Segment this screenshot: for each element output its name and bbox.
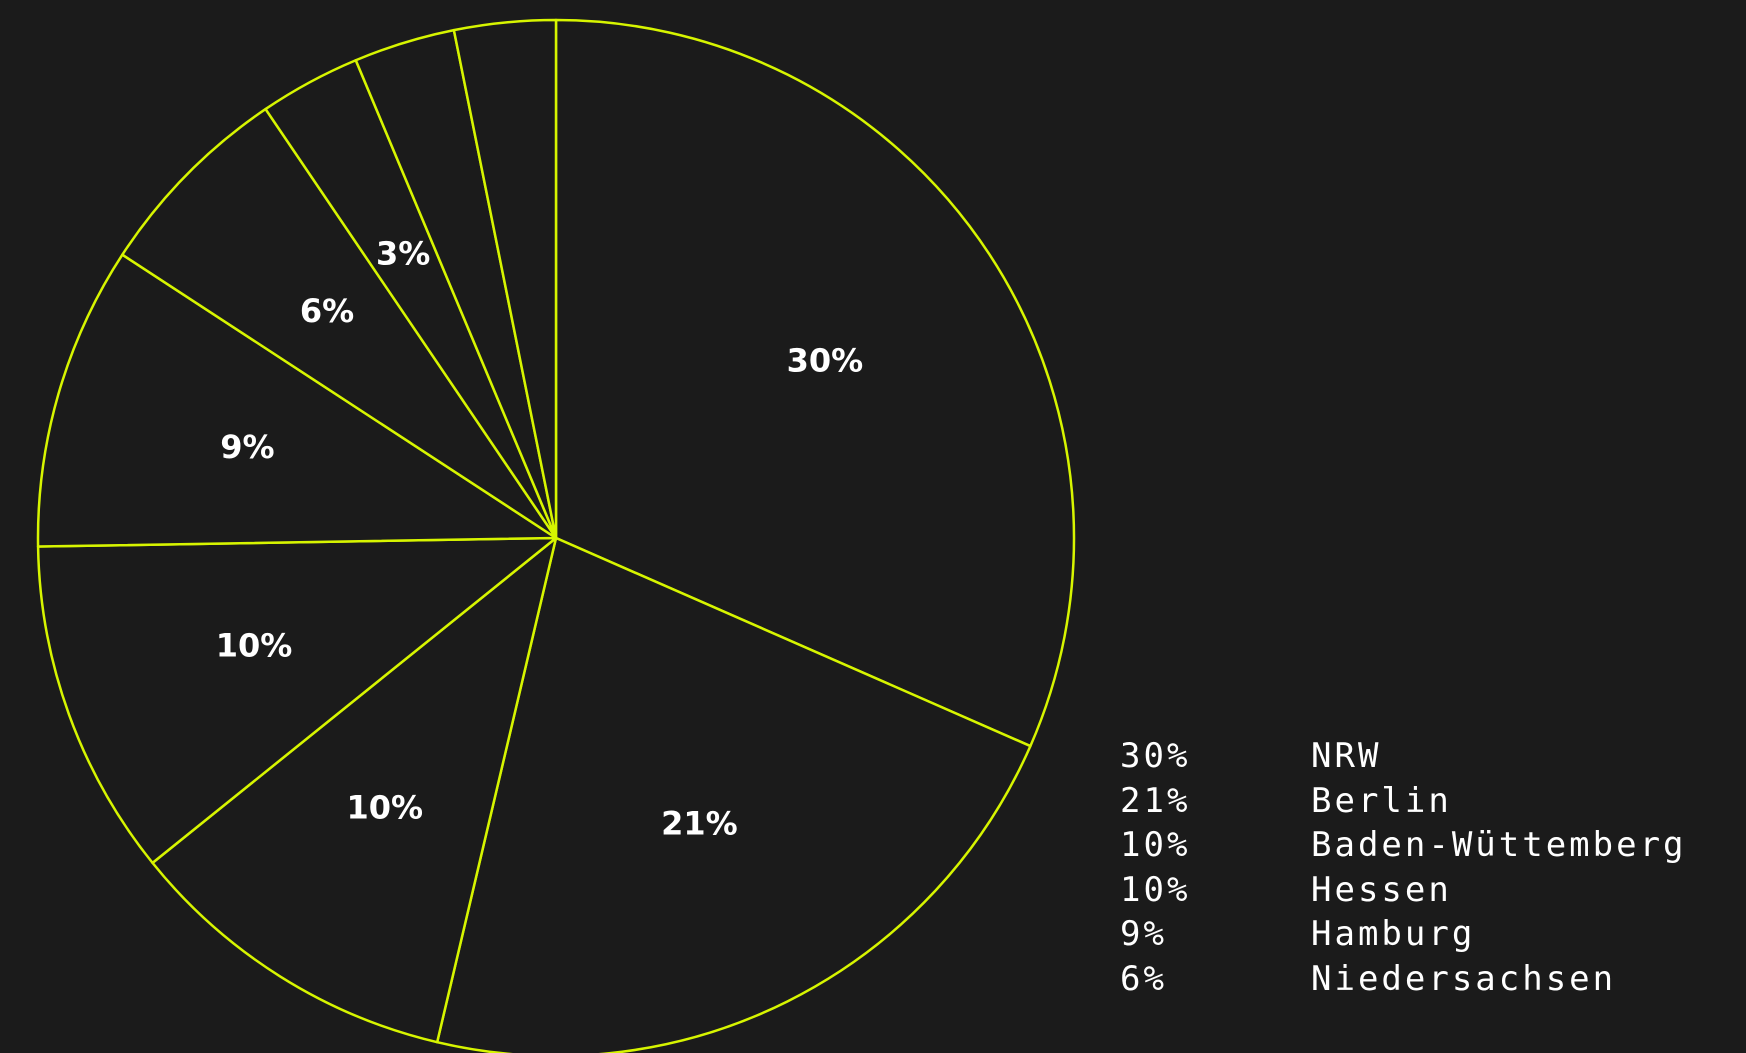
chart-legend: 30% NRW 21% Berlin 10% Baden-Wüttemberg … [1120,734,1687,1002]
legend-value: 10% [1120,825,1191,866]
legend-entry: 21% Berlin [1120,779,1687,824]
legend-name: Hessen [1311,869,1452,910]
pie-slice [36,253,558,548]
legend-name: Niedersachsen [1311,958,1617,999]
slice-data-label: 21% [661,804,738,842]
slice-data-label: 3% [376,235,430,273]
legend-name: Baden-Wüttemberg [1311,825,1687,866]
pie-slice [554,18,1076,748]
pie-slice [121,107,558,540]
legend-entry: 9% Hamburg [1120,912,1687,957]
legend-entry: 10% Hessen [1120,868,1687,913]
legend-name: Hamburg [1311,914,1476,955]
slice-data-label: 6% [300,292,354,330]
slice-data-label: 9% [220,428,274,466]
legend-value: 9% [1120,914,1167,955]
pie-slice [151,536,558,1044]
slice-data-label: 10% [347,789,424,827]
legend-name: NRW [1311,736,1382,776]
legend-entry: 10% Baden-Wüttemberg [1120,823,1687,868]
slice-data-label: 30% [787,341,864,379]
legend-value: 30% [1120,736,1191,776]
legend-value: 21% [1120,780,1191,821]
pie-slice [36,536,558,865]
legend-value: 6% [1120,958,1167,999]
pie-slice [452,18,558,540]
legend-entry: 30% NRW [1120,734,1687,779]
pie-slice [435,536,1032,1053]
legend-entry: 6% Niedersachsen [1120,957,1687,1002]
slice-data-label: 10% [216,626,293,664]
legend-value: 10% [1120,869,1191,910]
legend-name: Berlin [1311,780,1452,821]
